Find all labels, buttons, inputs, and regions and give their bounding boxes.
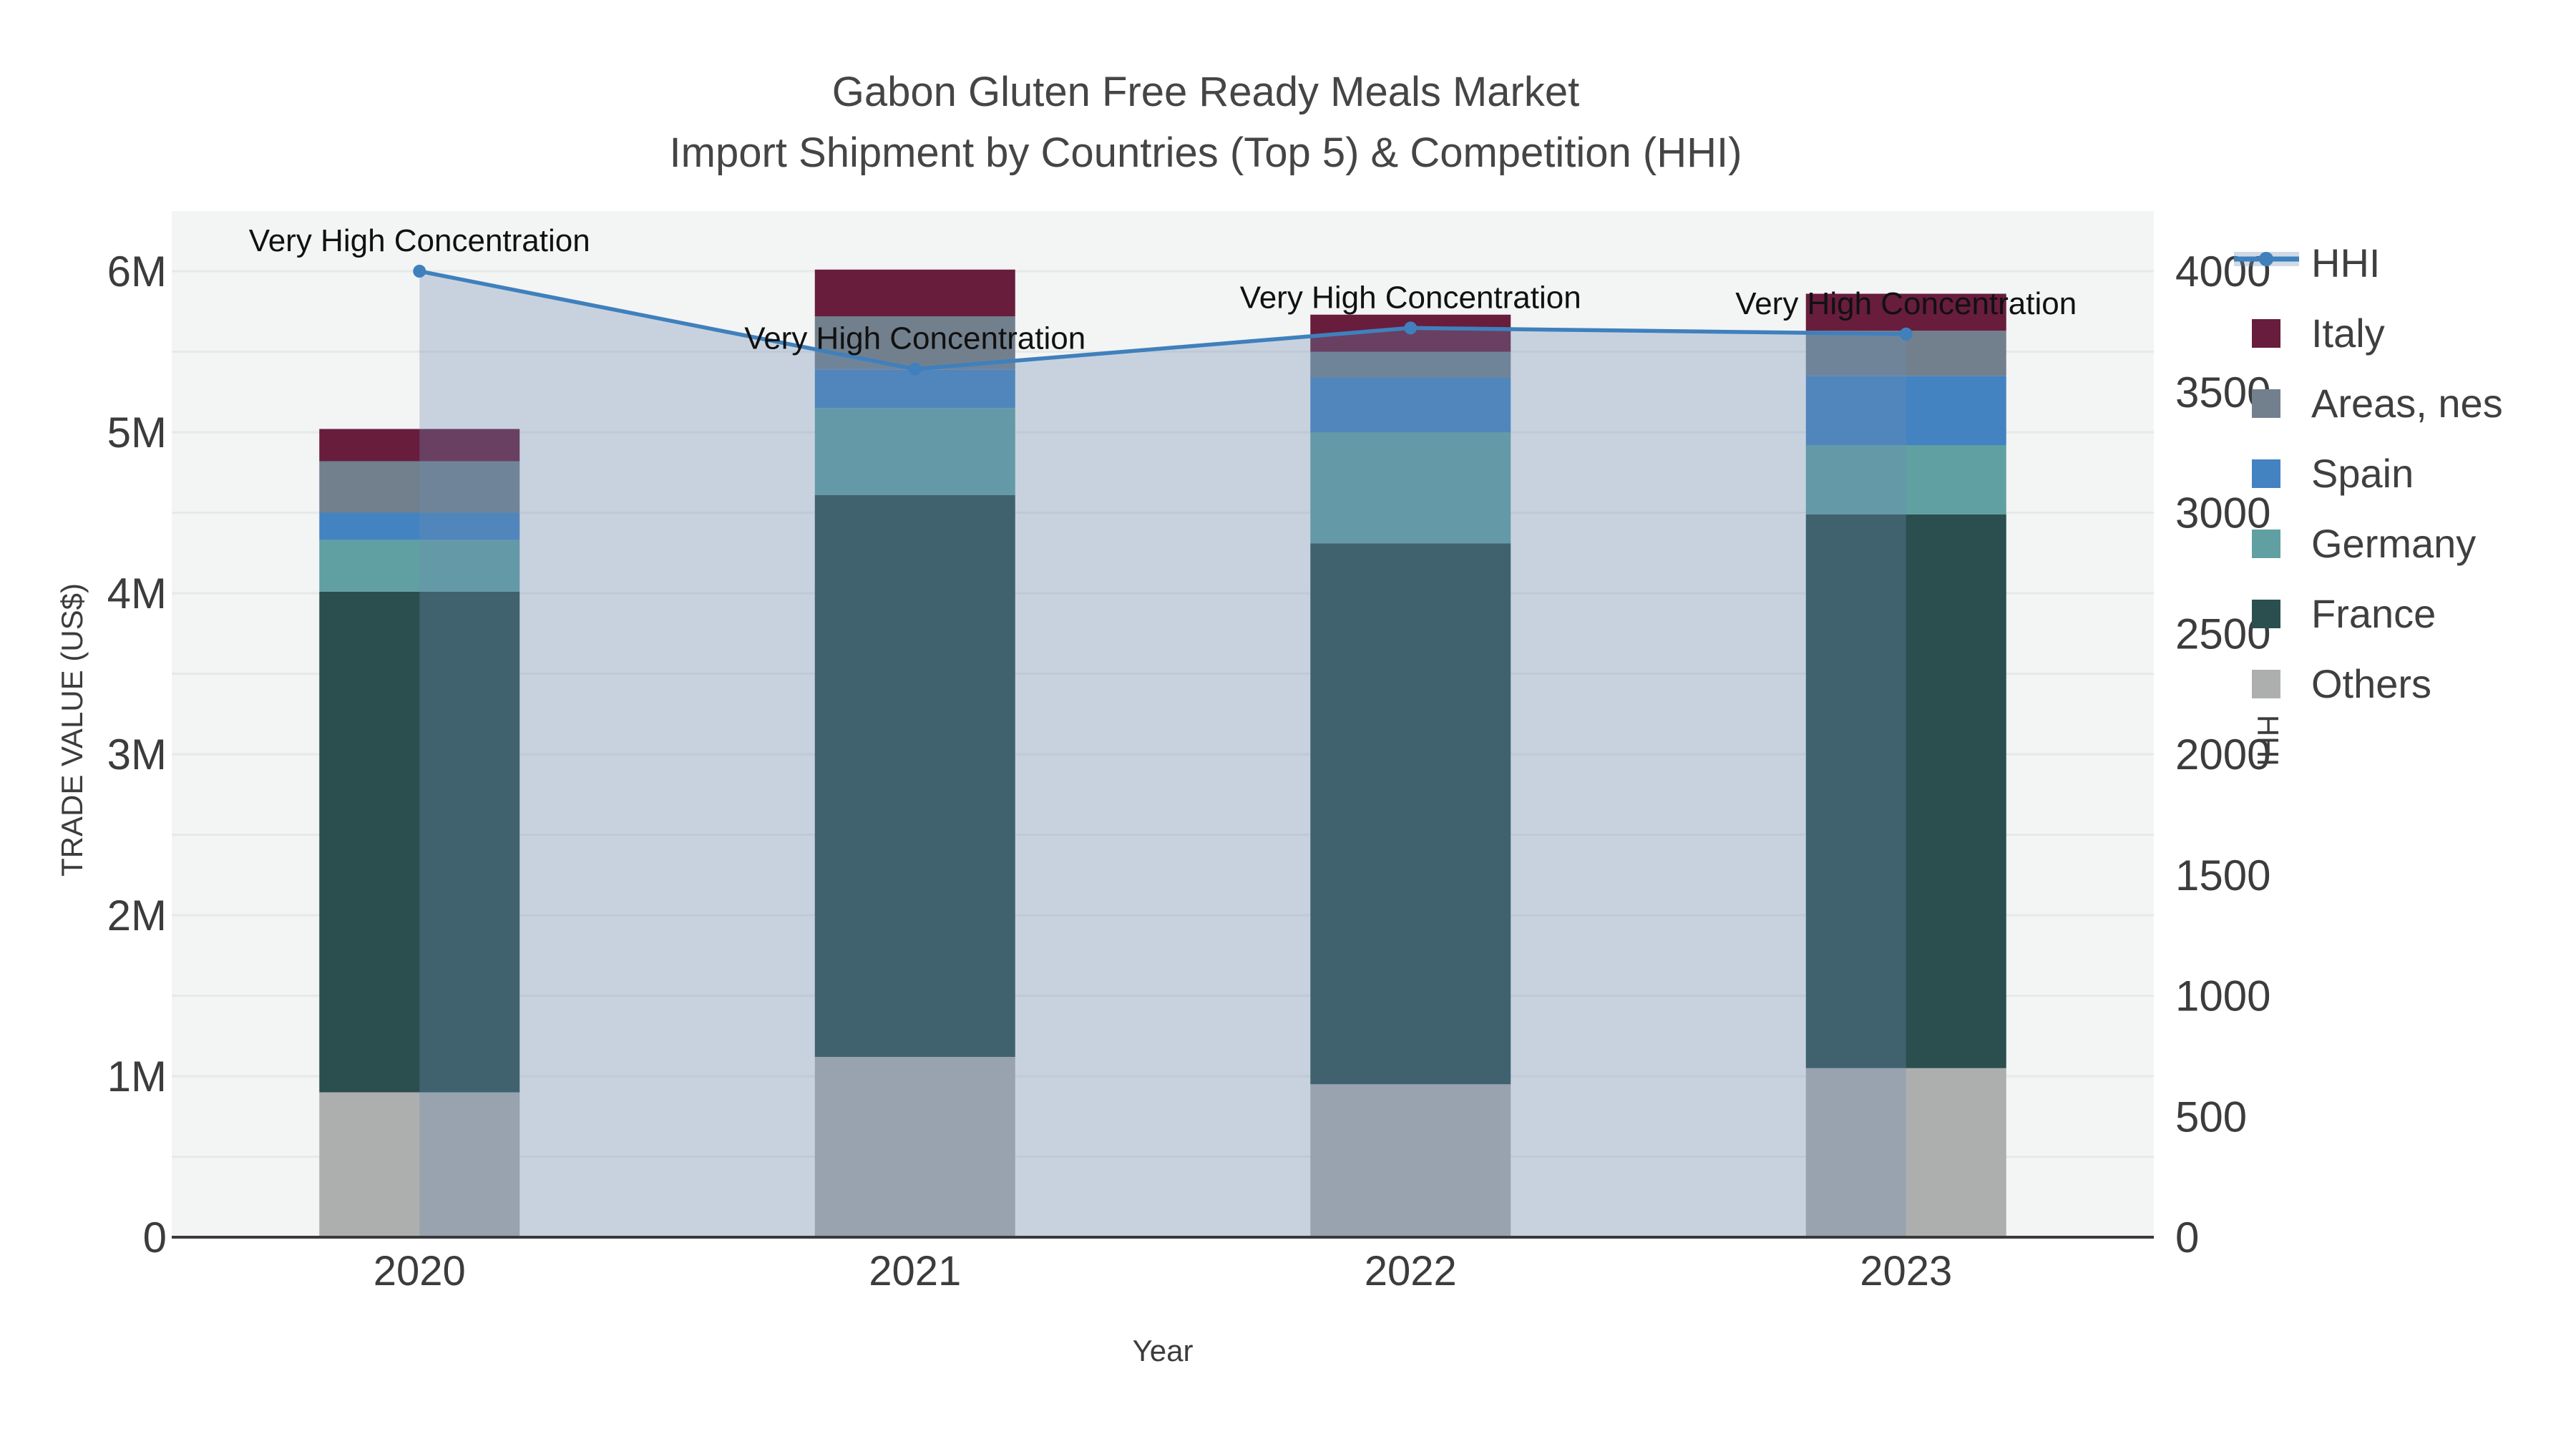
bar-segment-spain-2023[interactable] — [1805, 376, 2006, 445]
legend-color-swatch — [2252, 670, 2280, 698]
y-right-tick-label: 2000 — [2175, 731, 2270, 779]
bar-segment-others-2023[interactable] — [1805, 1068, 2006, 1237]
legend-item-spain[interactable]: Spain — [2252, 451, 2414, 496]
hhi-marker-2023[interactable] — [1899, 327, 1913, 341]
annotation-2021: Very High Concentration — [744, 321, 1085, 356]
bar-segment-others-2021[interactable] — [814, 1057, 1015, 1237]
x-tick-label-2022: 2022 — [1365, 1248, 1457, 1294]
y-left-tick-label: 6M — [107, 248, 167, 296]
y-right-tick-label: 4000 — [2175, 248, 2270, 296]
hhi-marker-2022[interactable] — [1404, 321, 1418, 335]
bar-segment-italy-2021[interactable] — [814, 269, 1015, 316]
bar-segment-areas-nes-2020[interactable] — [319, 461, 520, 513]
y-right-tick-label: 1500 — [2175, 852, 2270, 899]
legend-item-label: Italy — [2311, 311, 2385, 356]
legend-color-swatch — [2252, 459, 2280, 488]
annotation-2020: Very High Concentration — [249, 223, 590, 258]
bar-segment-others-2020[interactable] — [319, 1092, 520, 1238]
y-left-tick-label: 0 — [143, 1214, 167, 1262]
y-right-axis-title: HHI — [2251, 715, 2285, 766]
bar-segment-italy-2023[interactable] — [1805, 293, 2006, 331]
chart-title-line1: Gabon Gluten Free Ready Meals Market — [832, 69, 1579, 115]
legend-item-label: HHI — [2311, 240, 2380, 286]
bar-segment-germany-2022[interactable] — [1310, 432, 1511, 544]
y-right-tick-label: 500 — [2175, 1093, 2247, 1141]
legend-item-others[interactable]: Others — [2252, 661, 2431, 706]
y-right-tick-label: 1000 — [2175, 972, 2270, 1020]
bar-segment-spain-2022[interactable] — [1310, 377, 1511, 433]
legend-item-italy[interactable]: Italy — [2252, 311, 2385, 356]
y-left-tick-label: 4M — [107, 570, 167, 618]
bar-segment-others-2022[interactable] — [1310, 1084, 1511, 1237]
bar-segment-france-2023[interactable] — [1805, 514, 2006, 1068]
bar-segment-france-2021[interactable] — [814, 494, 1015, 1057]
legend-item-label: Spain — [2311, 451, 2414, 496]
bar-segment-spain-2021[interactable] — [814, 369, 1015, 409]
legend-item-areas-nes[interactable]: Areas, nes — [2252, 381, 2503, 426]
y-left-tick-label: 3M — [107, 731, 167, 779]
legend-color-swatch — [2252, 389, 2280, 418]
legend-color-swatch — [2252, 530, 2280, 558]
y-left-tick-label: 2M — [107, 892, 167, 940]
x-axis-title: Year — [1133, 1334, 1194, 1367]
y-left-axis-title: TRADE VALUE (US$) — [55, 583, 89, 877]
bar-segment-germany-2021[interactable] — [814, 408, 1015, 495]
hhi-marker-2020[interactable] — [413, 265, 426, 278]
chart-title-line2: Import Shipment by Countries (Top 5) & C… — [670, 130, 1742, 176]
bar-segment-italy-2020[interactable] — [319, 429, 520, 462]
y-left-tick-label: 5M — [107, 409, 167, 457]
x-tick-label-2021: 2021 — [869, 1248, 961, 1294]
annotation-2023: Very High Concentration — [1735, 286, 2077, 321]
bar-segment-france-2020[interactable] — [319, 591, 520, 1093]
legend-item-label: France — [2311, 591, 2436, 636]
legend-hhi-marker-icon — [2259, 252, 2273, 266]
legend-item-label: Areas, nes — [2311, 381, 2503, 426]
x-tick-label-2020: 2020 — [374, 1248, 466, 1294]
hhi-marker-2021[interactable] — [908, 362, 922, 376]
legend-item-france[interactable]: France — [2252, 591, 2436, 636]
bar-segment-germany-2020[interactable] — [319, 540, 520, 592]
chart-render-root: 01M2M3M4M5M6M050010001500200025003000350… — [107, 211, 2503, 1294]
x-tick-label-2023: 2023 — [1860, 1248, 1952, 1294]
bar-segment-areas-nes-2022[interactable] — [1310, 351, 1511, 378]
bar-segment-france-2022[interactable] — [1310, 543, 1511, 1085]
y-right-tick-label: 0 — [2175, 1214, 2199, 1262]
legend-item-label: Others — [2311, 661, 2431, 706]
legend-item-hhi[interactable]: HHI — [2234, 240, 2380, 286]
legend-color-swatch — [2252, 319, 2280, 348]
hhi-line — [419, 269, 1906, 371]
y-right-tick-label: 3000 — [2175, 489, 2270, 537]
bar-segment-areas-nes-2021[interactable] — [814, 316, 1015, 370]
legend-item-germany[interactable]: Germany — [2252, 521, 2476, 566]
legend-color-swatch — [2252, 600, 2280, 628]
legend-item-label: Germany — [2311, 521, 2476, 566]
bar-segment-spain-2020[interactable] — [319, 512, 520, 540]
y-left-tick-label: 1M — [107, 1053, 167, 1101]
annotation-2022: Very High Concentration — [1240, 280, 1581, 315]
bar-segment-germany-2023[interactable] — [1805, 445, 2006, 514]
hhi-area-fill — [419, 271, 1906, 1237]
